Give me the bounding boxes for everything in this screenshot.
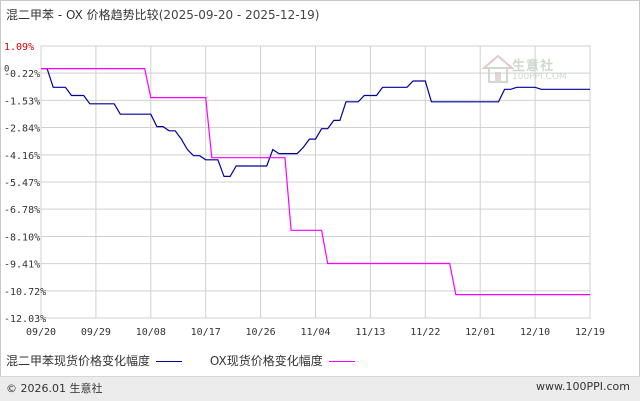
legend-swatch-ox <box>328 361 355 362</box>
x-tick-label: 10/08 <box>136 327 166 338</box>
y-tick-label: -10.72% <box>4 287 46 298</box>
x-tick-label: 11/13 <box>355 327 385 338</box>
series-line-ox <box>41 67 590 296</box>
legend-item-xylene: 混二甲苯现货价格变化幅度 <box>6 354 188 368</box>
y-tick-label: -8.10% <box>4 233 40 244</box>
y-tick-label: -2.84% <box>4 123 40 134</box>
y-zero-label: 0 <box>4 65 9 75</box>
legend-label-xylene: 混二甲苯现货价格变化幅度 <box>6 354 151 368</box>
legend-swatch-xylene <box>156 361 183 362</box>
x-tick-label: 11/22 <box>410 327 440 338</box>
y-tick-label: -12.03% <box>4 314 46 325</box>
legend-item-ox: OX现货价格变化幅度 <box>210 354 361 368</box>
chart-title: 混二甲苯 - OX 价格趋势比较(2025-09-20 - 2025-12-19… <box>6 6 320 23</box>
y-tick-label: 1.09% <box>4 42 34 53</box>
x-axis-tick-labels: 09/20 09/29 10/08 10/17 10/26 11/04 11/13 11/22… <box>26 327 605 338</box>
x-tick-label: 12/01 <box>465 327 495 338</box>
chart-grid <box>40 45 591 319</box>
y-tick-label: -6.78% <box>4 205 40 216</box>
series-line-xylene <box>41 67 590 177</box>
x-tick-label: 09/29 <box>81 327 111 338</box>
y-tick-label: -5.47% <box>4 178 40 189</box>
x-tick-label: 10/17 <box>191 327 221 338</box>
y-axis-tick-labels: 1.09% -0.22% -1.53% -2.84% -4.16% -5.47% -6.78… <box>4 42 46 325</box>
y-tick-label: -0.22% <box>4 69 40 80</box>
footer-website-link[interactable]: www.100PPI.com <box>536 380 630 393</box>
x-tick-label: 10/26 <box>246 327 276 338</box>
chart-title-date-range: (2025-09-20 - 2025-12-19) <box>158 8 320 22</box>
y-tick-label: -4.16% <box>4 151 40 162</box>
footer-bar <box>0 376 640 401</box>
legend-label-ox: OX现货价格变化幅度 <box>209 354 323 368</box>
x-tick-label: 09/20 <box>26 327 56 338</box>
x-tick-label: 12/19 <box>575 327 605 338</box>
chart-legend: 混二甲苯现货价格变化幅度 OX现货价格变化幅度 <box>6 352 379 369</box>
watermark-logo-name: 生意社 <box>512 59 555 74</box>
chart-title-main: 混二甲苯 - OX 价格趋势比较 <box>6 8 159 22</box>
x-tick-label: 11/04 <box>300 327 330 338</box>
x-tick-label: 12/10 <box>520 327 550 338</box>
y-tick-label: -9.41% <box>4 260 40 271</box>
watermark-logo-url: 100PPI.COM <box>512 72 567 82</box>
y-tick-label: -1.53% <box>4 96 40 107</box>
house-logo-icon <box>481 54 515 83</box>
footer-copyright: © 2026.01 生意社 <box>6 382 103 395</box>
chart-series <box>41 67 590 296</box>
